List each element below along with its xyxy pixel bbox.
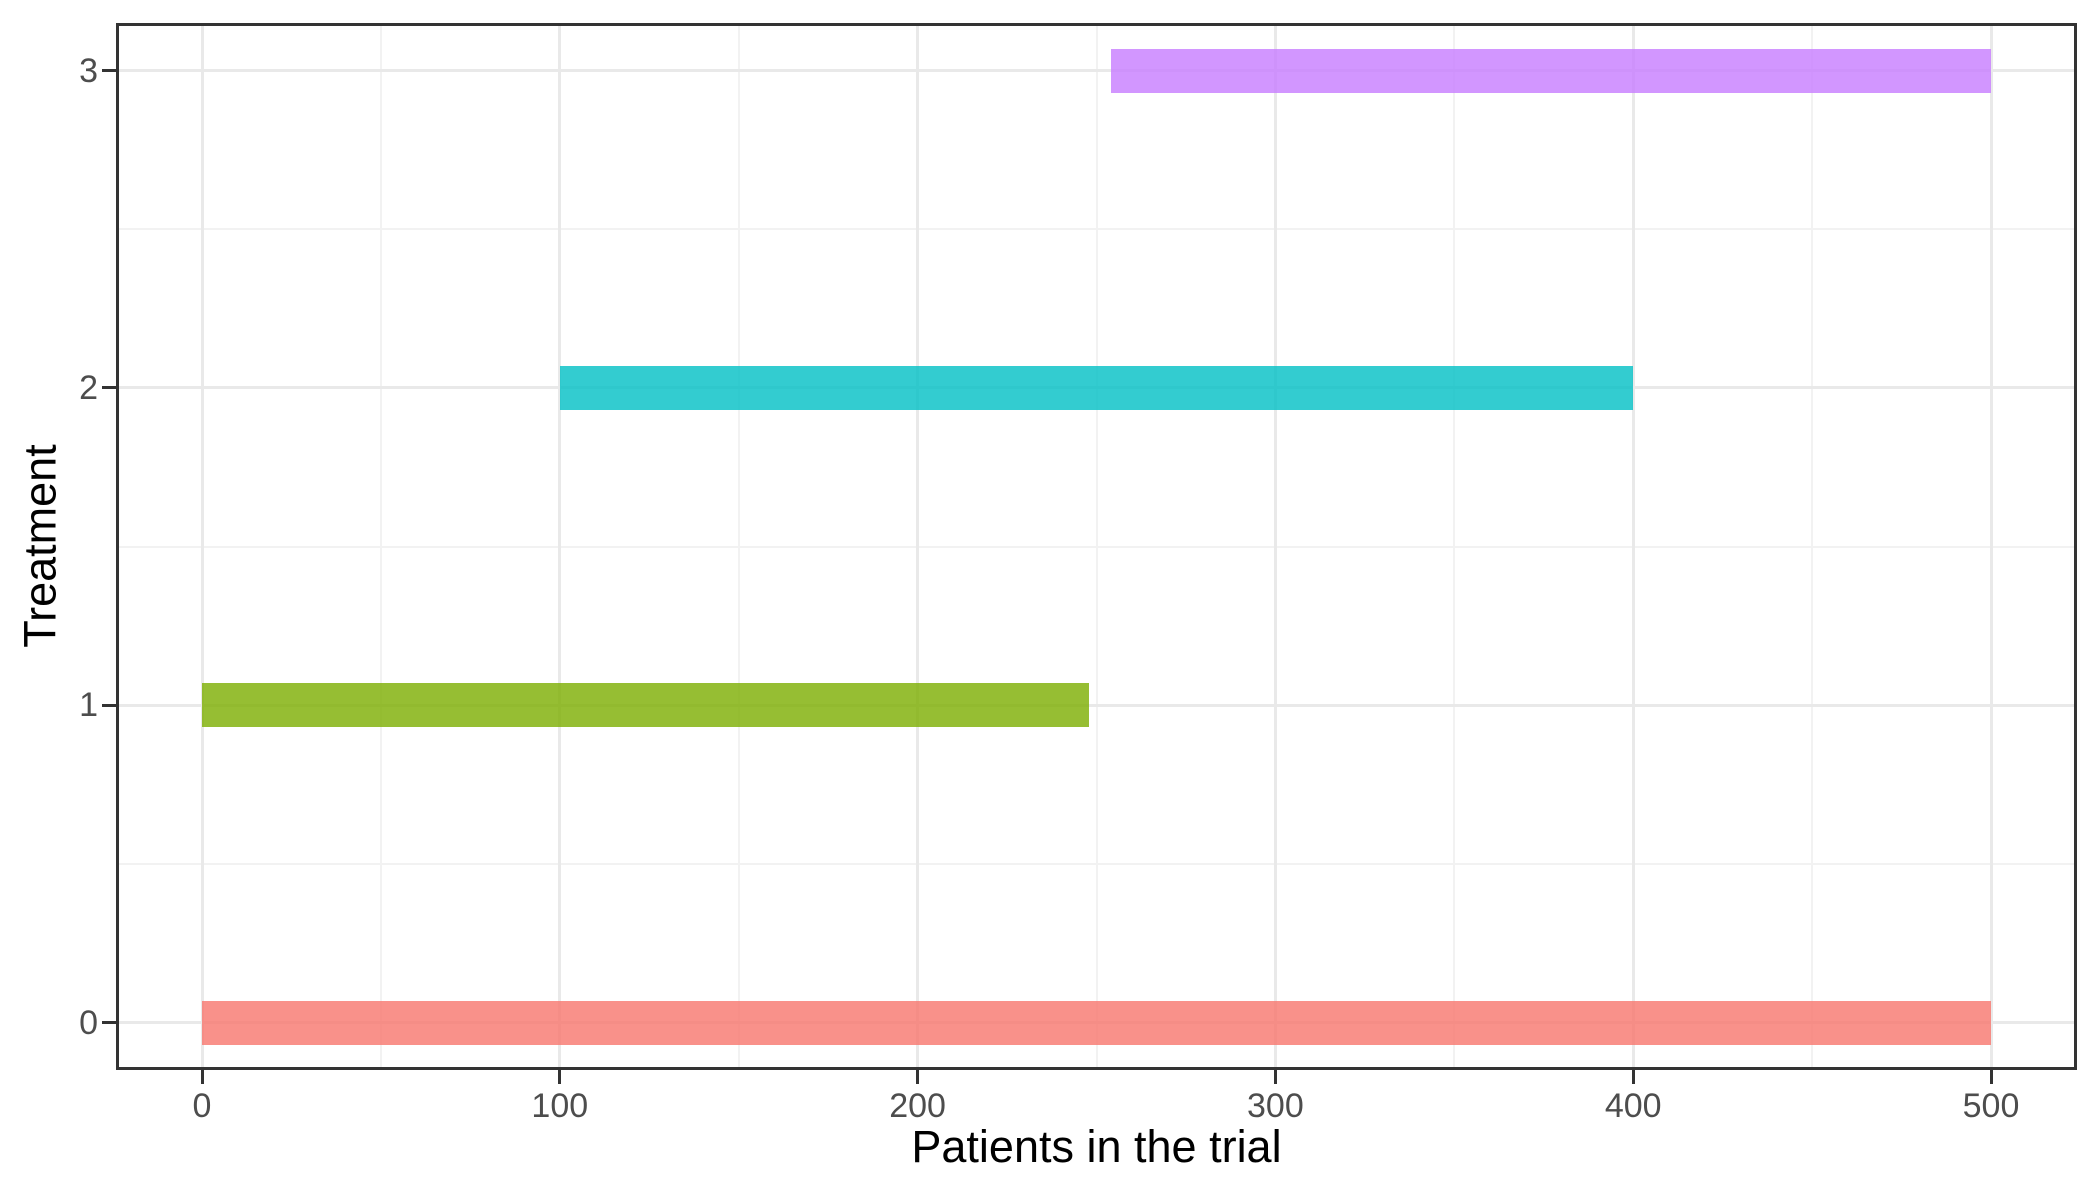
x-tick-label: 500 bbox=[1962, 1087, 2020, 1125]
x-tick-label: 400 bbox=[1604, 1087, 1662, 1125]
bar-treatment-0 bbox=[202, 1000, 1991, 1045]
gridline-x-major bbox=[916, 23, 920, 1070]
gridline-x-major bbox=[1989, 23, 1993, 1070]
y-axis-title: Treatment bbox=[14, 444, 66, 648]
bar-treatment-1 bbox=[202, 683, 1090, 728]
gridline-x-major bbox=[1273, 23, 1277, 1070]
gridline-x-major bbox=[1631, 23, 1635, 1070]
gridline-y-major bbox=[116, 703, 2077, 707]
bar-treatment-2 bbox=[559, 365, 1634, 410]
x-axis-tick bbox=[1273, 1070, 1277, 1084]
x-axis-title: Patients in the trial bbox=[911, 1121, 1282, 1172]
x-tick-label: 100 bbox=[531, 1087, 589, 1125]
y-axis-tick bbox=[102, 1021, 116, 1024]
y-tick-label: 1 bbox=[79, 686, 98, 725]
y-axis-tick bbox=[102, 703, 116, 707]
gridline-y-major bbox=[116, 69, 2077, 72]
y-axis-tick bbox=[102, 386, 116, 390]
x-tick-label: 300 bbox=[1247, 1087, 1304, 1125]
y-tick-label: 2 bbox=[79, 368, 98, 407]
x-axis-tick bbox=[916, 1070, 920, 1084]
gridline-x-major bbox=[200, 23, 204, 1070]
x-axis-tick bbox=[558, 1070, 562, 1084]
plot-panel bbox=[116, 23, 2077, 1070]
bar-treatment-3 bbox=[1110, 48, 1991, 93]
y-axis-tick bbox=[102, 69, 116, 72]
y-tick-label: 3 bbox=[79, 51, 98, 90]
x-axis-tick bbox=[1631, 1070, 1635, 1084]
x-axis-tick bbox=[200, 1070, 204, 1084]
gridline-y-minor bbox=[116, 228, 2077, 231]
x-tick-label: 200 bbox=[889, 1087, 946, 1125]
gridline-y-minor bbox=[116, 862, 2077, 865]
gridline-x-major bbox=[558, 23, 562, 1070]
gridline-y-minor bbox=[116, 545, 2077, 548]
y-tick-label: 0 bbox=[79, 1003, 98, 1042]
x-tick-label: 0 bbox=[192, 1087, 212, 1125]
x-axis-tick bbox=[1989, 1070, 1993, 1084]
